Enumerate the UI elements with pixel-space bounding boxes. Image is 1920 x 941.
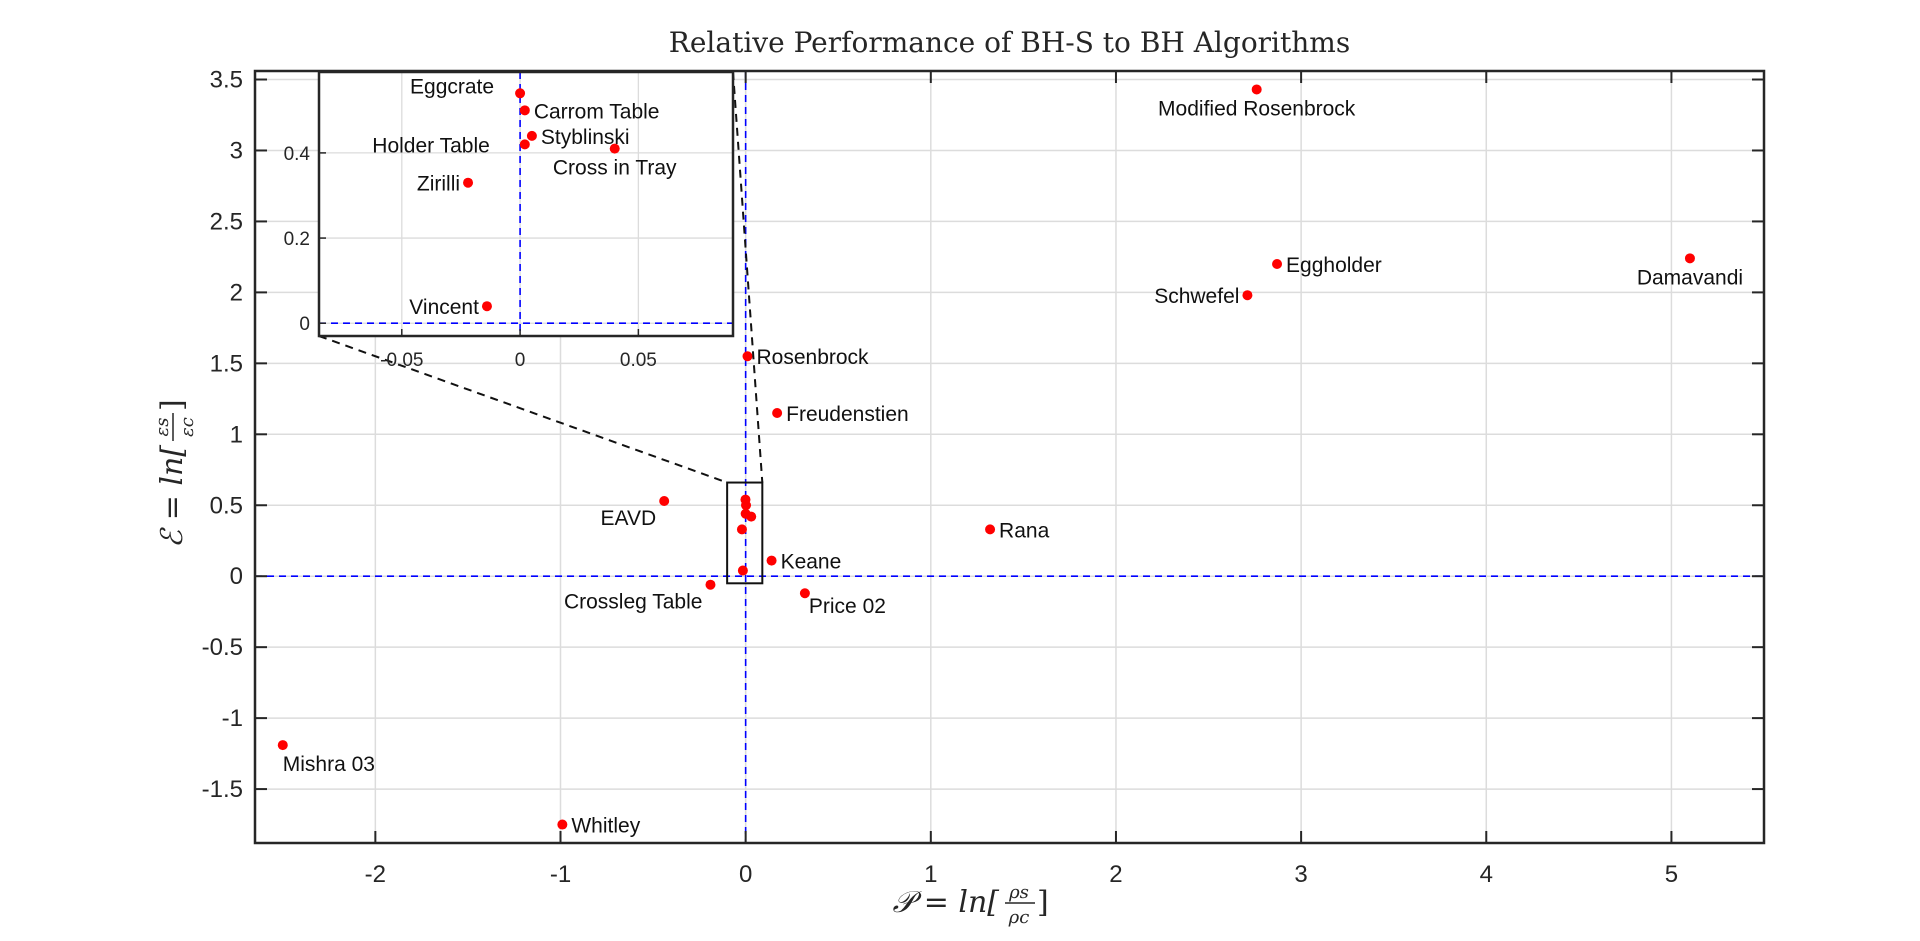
inset-data-point-label: Vincent — [409, 296, 479, 319]
inset-data-point — [463, 177, 474, 188]
zoom-connector-lower — [318, 335, 728, 484]
y-axis-label-bracket: ] — [155, 399, 190, 411]
y-tick-label: 0.5 — [210, 492, 243, 519]
data-point — [799, 588, 810, 599]
data-point — [766, 555, 777, 566]
x-tick-label: 0 — [739, 861, 752, 888]
y-tick-label: -0.5 — [202, 634, 243, 661]
inset-data-point-label: Cross in Tray — [553, 157, 677, 180]
x-tick-label: -2 — [365, 861, 386, 888]
x-tick-label: 3 — [1294, 861, 1307, 888]
inset-x-tick-label: -0.05 — [380, 350, 423, 371]
x-axis-label-denominator: ρc — [1008, 907, 1030, 928]
y-tick-label: -1 — [222, 705, 243, 732]
y-tick-label: 1 — [230, 421, 243, 448]
x-tick-label: 4 — [1480, 861, 1493, 888]
data-point — [1684, 253, 1695, 264]
y-tick-label: 3 — [230, 137, 243, 164]
inset-data-point-label: Zirilli — [417, 173, 460, 196]
y-tick-label: 0 — [230, 563, 243, 590]
cluster-point — [737, 565, 748, 576]
data-point — [1272, 259, 1283, 269]
x-axis-label: 𝒫 = ln[ — [893, 885, 1000, 920]
y-axis-label-denominator: εc — [177, 417, 198, 437]
inset-data-point — [519, 139, 530, 150]
data-point — [1242, 290, 1253, 301]
y-axis-label-group: ℰ = ln[ εs εc] — [152, 399, 198, 548]
data-point — [277, 740, 288, 751]
zoom-connector-upper — [732, 71, 764, 483]
chart-title: Relative Performance of BH-S to BH Algor… — [669, 26, 1350, 59]
inset-frame — [317, 70, 735, 338]
x-axis-label-bracket: ] — [1037, 885, 1049, 920]
cluster-point — [741, 500, 752, 511]
inset-data-point-label: Carrom Table — [534, 100, 660, 123]
data-point — [659, 495, 670, 506]
x-tick-label: -1 — [550, 861, 571, 888]
data-point-label: Price 02 — [809, 595, 886, 618]
data-point-label: Modified Rosenbrock — [1158, 97, 1356, 120]
data-point — [985, 524, 996, 535]
inset-data-point-label: Eggcrate — [410, 75, 494, 98]
data-point-label: Rosenbrock — [757, 346, 870, 369]
data-point-label: Eggholder — [1286, 254, 1382, 277]
inset-x-tick-label: 0 — [515, 350, 526, 371]
inset-data-point — [481, 301, 492, 312]
data-point-label: Schwefel — [1154, 285, 1239, 308]
data-point — [742, 351, 753, 362]
data-point-label: Keane — [781, 551, 842, 574]
cluster-point — [736, 524, 747, 535]
inset-data-point-label: Holder Table — [372, 134, 490, 157]
inset-data-point-label: Styblinski — [541, 126, 630, 149]
data-point-label: Damavandi — [1637, 266, 1743, 289]
y-tick-label: 3.5 — [210, 67, 243, 94]
data-point — [705, 579, 716, 590]
data-point-label: EAVD — [601, 507, 657, 530]
y-tick-label: 2.5 — [210, 208, 243, 235]
inset-data-point — [609, 143, 620, 154]
plot-frame — [253, 69, 1766, 845]
y-tick-label: 1.5 — [210, 350, 243, 377]
inset-y-tick-label: 0.4 — [284, 144, 311, 165]
x-tick-label: 2 — [1109, 861, 1122, 888]
inset-data-point — [519, 105, 530, 116]
data-point — [772, 408, 783, 419]
inset-y-tick-label: 0.2 — [284, 229, 310, 250]
data-point — [557, 819, 568, 830]
inset-x-tick-label: 0.05 — [620, 350, 657, 371]
data-point — [1251, 84, 1262, 95]
y-tick-label: 2 — [230, 279, 243, 306]
inset-data-point — [526, 130, 537, 141]
inset-y-tick-label: 0 — [299, 314, 310, 335]
inset-background — [319, 72, 733, 336]
data-point-label: Freudenstien — [786, 403, 909, 426]
data-point-label: Rana — [999, 519, 1050, 542]
cluster-point — [746, 511, 757, 522]
data-point-label: Mishra 03 — [283, 753, 375, 776]
inset-data-point — [515, 88, 526, 99]
y-axis-label: ℰ = ln[ — [155, 445, 190, 548]
x-tick-label: 5 — [1665, 861, 1678, 888]
x-axis-label-numerator: ρs — [1008, 882, 1029, 903]
y-axis-label-numerator: εs — [152, 418, 173, 437]
y-tick-label: -1.5 — [202, 776, 243, 803]
data-point-label: Crossleg Table — [564, 591, 703, 614]
zoom-box — [726, 481, 764, 585]
data-point-label: Whitley — [571, 815, 640, 838]
x-tick-label: 1 — [924, 861, 937, 888]
